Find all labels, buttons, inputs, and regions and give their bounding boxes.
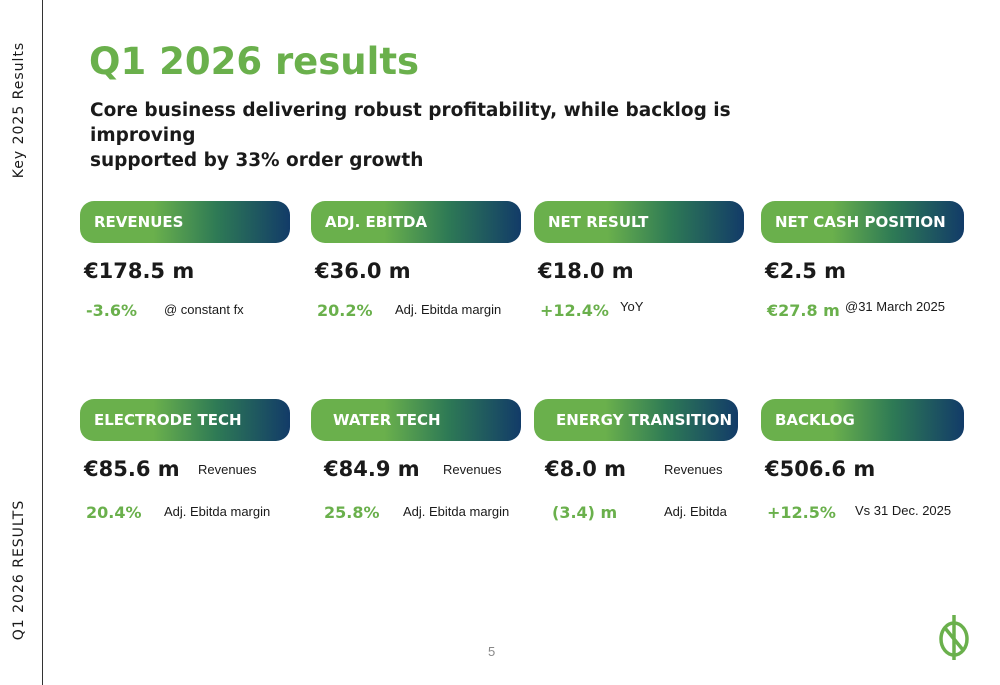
kpi-value-electrode-tech: €85.6 m bbox=[84, 457, 180, 481]
kpi-header-net-result: NET RESULT bbox=[534, 201, 744, 243]
kpi-value-energy-transition: €8.0 m bbox=[545, 457, 627, 481]
kpi-card-energy-transition: ENERGY TRANSITION €8.0 m Revenues (3.4) … bbox=[534, 399, 738, 522]
sidebar-bottom-label: Q1 2026 RESULTS bbox=[11, 499, 28, 641]
kpi-header-revenues: REVENUES bbox=[80, 201, 290, 243]
kpi-secondary-net-result: +12.4% bbox=[540, 301, 609, 320]
kpi-header-electrode-tech: ELECTRODE TECH bbox=[80, 399, 290, 441]
kpi-value-revenues: €178.5 m bbox=[84, 259, 195, 283]
kpi-card-water-tech: WATER TECH €84.9 m Revenues 25.8% Adj. E… bbox=[311, 399, 521, 522]
kpi-main-label-electrode-tech: Revenues bbox=[198, 462, 257, 477]
kpi-value-adj-ebitda: €36.0 m bbox=[315, 259, 411, 283]
page-title: Q1 2026 results bbox=[89, 40, 420, 83]
kpi-secondary-label-water-tech: Adj. Ebitda margin bbox=[403, 504, 510, 519]
kpi-secondary-label-energy-transition: Adj. Ebitda bbox=[664, 504, 727, 519]
kpi-secondary-label-net-result: YoY bbox=[620, 299, 644, 314]
kpi-secondary-label-net-cash-position: @31 March 2025 bbox=[845, 299, 945, 314]
kpi-main-label-energy-transition: Revenues bbox=[664, 462, 723, 477]
kpi-secondary-electrode-tech: 20.4% bbox=[86, 503, 142, 522]
sidebar-divider bbox=[42, 0, 43, 685]
kpi-card-revenues: REVENUES €178.5 m -3.6% @ constant fx bbox=[80, 201, 290, 320]
kpi-header-adj-ebitda: ADJ. EBITDA bbox=[311, 201, 521, 243]
kpi-secondary-label-revenues: @ constant fx bbox=[164, 302, 244, 317]
kpi-value-backlog: €506.6 m bbox=[765, 457, 876, 481]
kpi-secondary-water-tech: 25.8% bbox=[324, 503, 380, 522]
sidebar-top-label: Key 2025 Results bbox=[11, 41, 27, 179]
kpi-value-net-cash-position: €2.5 m bbox=[765, 259, 847, 283]
kpi-header-energy-transition: ENERGY TRANSITION bbox=[534, 399, 738, 441]
kpi-value-net-result: €18.0 m bbox=[538, 259, 634, 283]
page-subtitle: Core business delivering robust profitab… bbox=[90, 98, 810, 173]
company-logo-icon bbox=[939, 615, 969, 660]
kpi-secondary-net-cash-position: €27.8 m bbox=[767, 301, 840, 320]
kpi-secondary-energy-transition: (3.4) m bbox=[552, 503, 618, 522]
kpi-secondary-adj-ebitda: 20.2% bbox=[317, 301, 373, 320]
kpi-secondary-label-adj-ebitda: Adj. Ebitda margin bbox=[395, 302, 502, 317]
page-number: 5 bbox=[488, 644, 496, 659]
kpi-card-electrode-tech: ELECTRODE TECH €85.6 m Revenues 20.4% Ad… bbox=[80, 399, 290, 522]
kpi-secondary-label-backlog: Vs 31 Dec. 2025 bbox=[855, 503, 952, 518]
kpi-value-water-tech: €84.9 m bbox=[324, 457, 420, 481]
kpi-secondary-revenues: -3.6% bbox=[86, 301, 138, 320]
kpi-main-label-water-tech: Revenues bbox=[443, 462, 502, 477]
kpi-card-net-result: NET RESULT €18.0 m +12.4% YoY bbox=[534, 201, 744, 320]
subtitle-line-1: Core business delivering robust profitab… bbox=[90, 100, 731, 146]
kpi-card-backlog: BACKLOG €506.6 m +12.5% Vs 31 Dec. 2025 bbox=[761, 399, 964, 522]
kpi-secondary-label-electrode-tech: Adj. Ebitda margin bbox=[164, 504, 271, 519]
kpi-header-net-cash-position: NET CASH POSITION bbox=[761, 201, 964, 243]
kpi-header-water-tech: WATER TECH bbox=[311, 399, 521, 441]
subtitle-line-2: supported by 33% order growth bbox=[90, 150, 424, 171]
kpi-secondary-backlog: +12.5% bbox=[767, 503, 836, 522]
kpi-card-net-cash-position: NET CASH POSITION €2.5 m €27.8 m @31 Mar… bbox=[761, 201, 964, 320]
kpi-card-adj-ebitda: ADJ. EBITDA €36.0 m 20.2% Adj. Ebitda ma… bbox=[311, 201, 521, 320]
kpi-header-backlog: BACKLOG bbox=[761, 399, 964, 441]
